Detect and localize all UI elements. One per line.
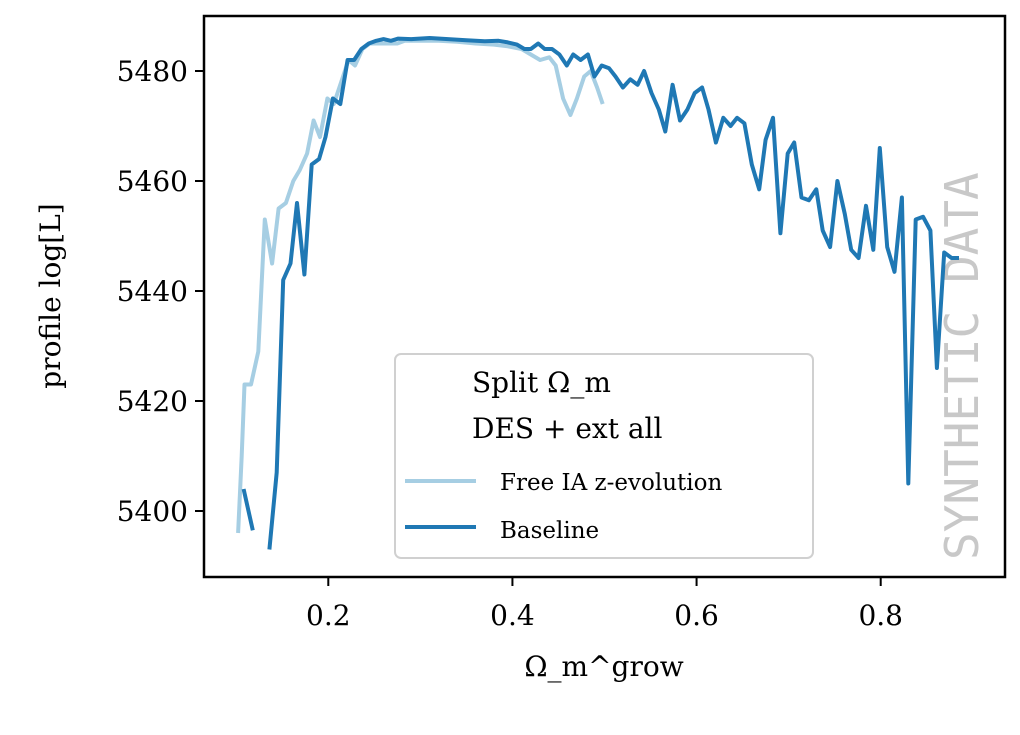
y-tick-label: 5420 <box>117 385 188 418</box>
x-tick-label: 0.8 <box>858 599 903 632</box>
x-tick-label: 0.2 <box>306 599 351 632</box>
y-tick-label: 5400 <box>117 495 188 528</box>
legend-entry-baseline: Baseline <box>500 518 599 544</box>
legend-title-line-2: DES + ext all <box>472 412 662 445</box>
tick-layer <box>195 70 882 586</box>
y-tick-label: 5440 <box>117 275 188 308</box>
plot-frame <box>202 14 1007 579</box>
watermark-text: SYNTHETIC DATA <box>935 172 989 560</box>
legend-box <box>394 353 814 559</box>
series-layer <box>236 36 959 550</box>
y-tick-label: 5460 <box>117 165 188 198</box>
x-tick-label: 0.6 <box>674 599 719 632</box>
legend-entry-free-ia: Free IA z-evolution <box>500 470 722 496</box>
x-axis-label: Ω_m^grow <box>524 650 683 683</box>
series-line-baseline-segment-0 <box>241 488 255 531</box>
series-line-free-ia-segment-0 <box>236 38 605 534</box>
y-axis-label: profile log[L] <box>34 203 67 388</box>
legend-title-line-1: Split Ω_m <box>472 366 611 399</box>
y-tick-label: 5480 <box>117 55 188 88</box>
legend: Split Ω_m DES + ext all Free IA z-evolut… <box>394 353 814 559</box>
series-line-baseline-segment-1 <box>267 36 959 550</box>
x-tick-label: 0.4 <box>490 599 535 632</box>
